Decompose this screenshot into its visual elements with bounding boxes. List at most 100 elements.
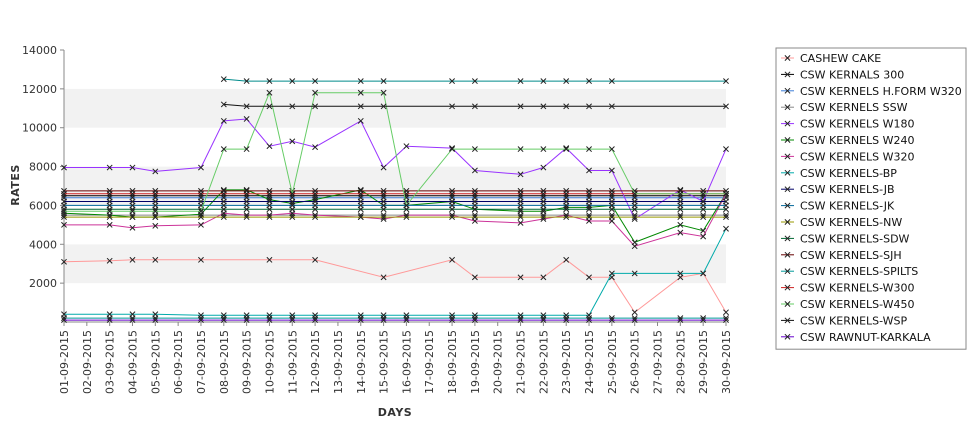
data-point-marker [586,317,592,324]
legend-item: CSW KERNELS-W300 [781,282,915,295]
data-point-marker [152,222,159,229]
data-point-marker [312,190,319,197]
grid-band [64,283,726,322]
data-point-marker [266,143,273,150]
legend-item: CSW KERNELS SSW [781,101,908,114]
data-point-marker [312,78,319,85]
data-point-marker [449,146,456,153]
x-tick-label: 23-09-2015 [560,330,573,394]
legend-marker [784,137,791,143]
legend-box [775,47,967,350]
x-tick-label: 19-09-2015 [469,330,482,394]
data-point-marker [677,317,684,324]
data-point-marker [449,145,456,152]
data-point-marker [631,309,638,316]
y-axis-title: RATES [9,164,22,206]
x-tick-label: 18-09-2015 [446,330,459,394]
data-point-marker [471,103,478,110]
data-point-marker [243,214,250,221]
legend-marker [784,169,791,176]
grid-band [64,244,726,284]
data-point-marker [608,103,615,110]
data-point-marker [631,243,638,250]
y-axis: 2000 4000 6000 8000 10000 12000 14000 [22,44,65,322]
data-point-marker [289,317,296,324]
series-line [64,91,726,212]
data-point-marker [677,221,684,228]
data-point-marker [61,164,67,171]
data-point-marker [723,317,729,324]
data-point-marker [61,190,67,197]
grid-band [64,88,726,128]
data-point-marker [106,317,113,324]
legend-label: CSW KERNELS W240 [800,134,915,147]
legend-item: CSW KERNELS W240 [781,134,915,147]
legend-item: CSW KERNELS W320 [781,150,915,163]
data-point-marker [586,78,592,85]
legend-item: CSW KERNELS W180 [781,118,915,131]
data-point-marker [61,317,67,324]
legend-marker [784,71,791,78]
data-point-marker [266,317,273,324]
legend-label: CASHEW CAKE [800,52,881,65]
legend-marker [784,317,791,324]
data-point-marker [129,214,136,221]
data-point-marker [61,258,67,265]
x-tick-label: 21-09-2015 [515,330,528,394]
series-18 [61,317,729,324]
plot-background-bands [64,50,726,322]
data-point-marker [700,317,707,324]
data-point-marker [586,167,592,174]
data-point-marker [517,214,524,221]
data-point-marker [723,190,729,197]
data-point-marker [449,214,456,221]
data-point-marker [357,78,364,85]
data-point-marker [540,78,547,85]
data-point-marker [471,214,478,221]
data-point-marker [266,78,273,85]
legend-item: CASHEW CAKE [781,52,881,65]
data-point-marker [266,103,273,110]
legend-marker [784,104,791,111]
data-point-marker [631,214,638,221]
data-point-marker [471,317,478,324]
data-point-marker [312,206,319,213]
data-point-marker [380,89,387,96]
y-tick-label: 4000 [29,238,57,251]
data-point-marker [517,317,524,324]
data-point-marker [563,78,570,85]
x-tick-label: 11-09-2015 [286,330,299,394]
data-point-marker [449,190,456,197]
legend-label: CSW KERNELS W320 [800,150,915,163]
data-point-marker [471,78,478,85]
legend-label: CSW KERNELS SSW [800,101,908,114]
legend: CASHEW CAKE CSW KERNALS 300 CSW KERNELS H.… [775,47,967,350]
data-point-marker [266,256,273,263]
data-point-marker [312,256,319,263]
data-point-marker [723,225,729,232]
series-layer [61,76,729,324]
data-point-marker [608,317,615,324]
data-point-marker [129,164,136,171]
data-point-marker [586,274,592,281]
data-point-marker [129,190,136,197]
x-tick-label: 13-09-2015 [332,330,345,394]
x-tick-label: 02-09-2015 [81,330,94,394]
data-point-marker [517,190,524,197]
data-point-marker [198,208,204,215]
data-point-marker [608,214,615,221]
data-point-marker [449,206,456,213]
series-17 [220,101,729,110]
data-point-marker [312,317,319,324]
x-tick-label: 09-09-2015 [241,330,254,394]
data-point-marker [540,103,547,110]
x-tick-label: 07-09-2015 [195,330,208,394]
legend-item: CSW KERNELS-SPILTS [781,265,918,278]
data-point-marker [563,145,570,152]
x-tick-label: 25-09-2015 [606,330,619,394]
data-point-marker [289,214,296,221]
x-tick-label: 30-09-2015 [720,330,733,394]
legend-item: CSW KERNELS-SJH [781,249,902,262]
data-point-marker [471,190,478,197]
data-point-marker [517,206,524,213]
